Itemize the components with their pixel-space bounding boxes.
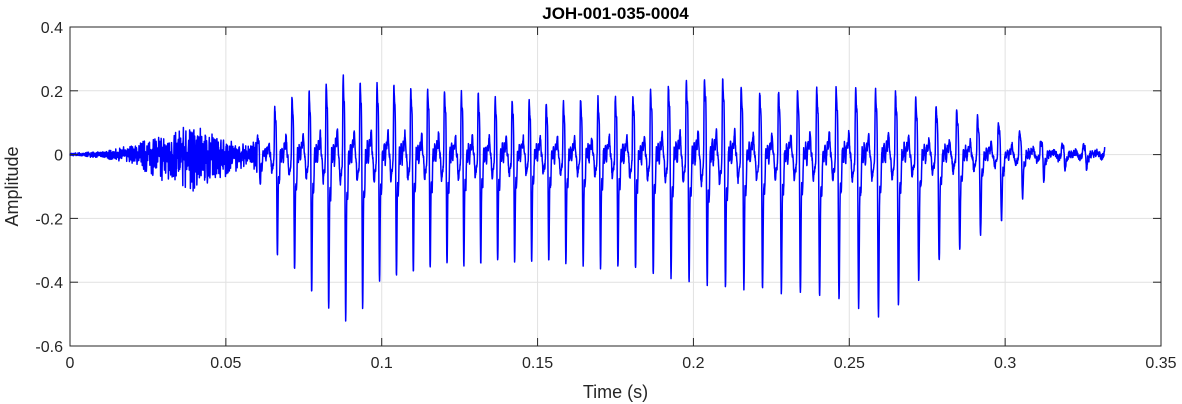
y-axis-label: Amplitude [2,146,22,226]
chart-title: JOH-001-035-0004 [542,4,689,23]
x-tick-labels: 0 0.05 0.1 0.15 0.2 0.25 0.3 0.35 [66,355,1177,372]
y-tick-label: -0.2 [35,211,63,228]
y-tick-labels: -0.6 -0.4 -0.2 0 0.2 0.4 [35,20,63,356]
x-tick-label: 0.05 [210,355,241,372]
x-axis-label: Time (s) [583,382,648,402]
x-tick-label: 0.25 [834,355,865,372]
x-tick-label: 0 [66,355,75,372]
x-tick-label: 0.35 [1145,355,1176,372]
plot-background [70,27,1161,346]
waveform-line [69,74,1106,322]
x-tick-label: 0.15 [522,355,553,372]
x-tick-label: 0.3 [994,355,1016,372]
y-tick-label: 0.2 [41,84,63,101]
y-tick-label: 0.4 [41,20,63,37]
y-tick-label: 0 [54,148,63,165]
y-tick-label: -0.6 [35,339,63,356]
axes-box [69,26,1162,347]
x-tick-label: 0.1 [371,355,393,372]
tick-marks [69,26,1162,347]
x-tick-label: 0.2 [682,355,704,372]
y-tick-label: -0.4 [35,275,63,292]
